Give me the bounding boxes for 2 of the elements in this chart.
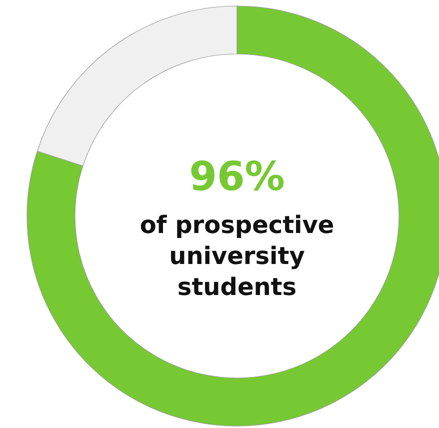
text: of prospective university students xyxy=(140,211,334,301)
text: 96% xyxy=(189,154,285,200)
